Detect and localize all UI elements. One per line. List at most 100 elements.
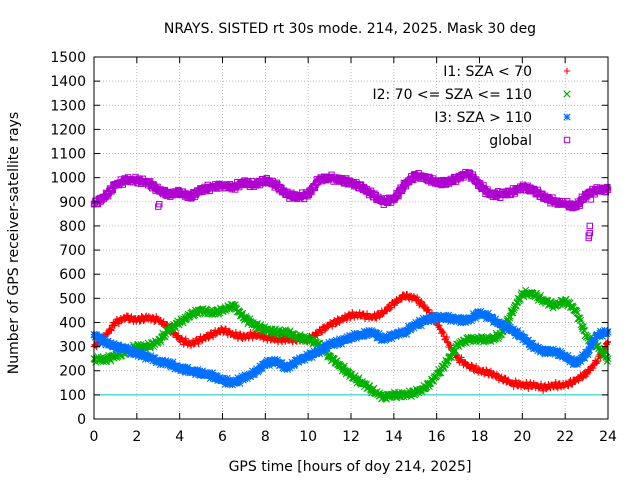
i3-sza-110-sample: [283, 365, 292, 374]
global-sample: [273, 179, 280, 187]
i3-sza-110-sample: [129, 347, 138, 355]
i3-sza-110-sample: [313, 346, 322, 354]
i3-sza-110-sample: [580, 354, 589, 362]
i1-sza-70-sample: [332, 321, 339, 328]
x-tick-label: 0: [90, 429, 99, 445]
i3-sza-110-sample: [171, 365, 179, 373]
i3-sza-110-sample: [134, 352, 142, 360]
y-tick-label: 400: [59, 315, 86, 331]
i3-sza-110-sample: [603, 330, 611, 338]
i3-sza-110-sample: [375, 330, 383, 338]
i1-sza-70-sample: [584, 370, 591, 378]
i3-sza-110-sample: [541, 350, 549, 358]
x-tick-label: 6: [218, 429, 227, 445]
i3-sza-110-sample: [129, 345, 137, 354]
series-global-outliers: [155, 188, 610, 242]
i1-sza-70-sample: [568, 380, 576, 387]
i3-sza-110-sample: [301, 356, 309, 364]
i3-sza-110-sample: [360, 332, 368, 340]
series-global: [90, 168, 612, 212]
i1-sza-70-sample: [525, 385, 532, 392]
i3-sza-110-sample: [471, 314, 480, 322]
i2-70-sza-110-sample: [346, 370, 354, 378]
i1-sza-70-sample: [539, 387, 547, 395]
i1-sza-70-sample: [537, 380, 545, 388]
i3-sza-110-sample: [584, 350, 592, 359]
i3-sza-110-sample: [308, 353, 316, 362]
i3-sza-110-sample: [350, 329, 358, 337]
x-tick-label: 20: [513, 429, 531, 445]
i1-sza-70-sample: [160, 318, 167, 325]
i3-sza-110-sample: [107, 339, 115, 347]
global-outliers-point: [586, 229, 593, 237]
i2-70-sza-110-sample: [231, 301, 239, 309]
i3-sza-110-sample: [223, 374, 231, 382]
y-tick-label: 1300: [50, 98, 86, 114]
i3-sza-110-sample: [194, 365, 202, 374]
i2-70-sza-110-sample: [568, 302, 577, 310]
i3-sza-110-sample: [234, 374, 242, 382]
i3-sza-110-sample: [461, 318, 470, 327]
global-sample: [280, 187, 288, 194]
i3-sza-110-sample: [526, 343, 534, 351]
i3-sza-110-sample: [459, 313, 468, 322]
i3-sza-110-sample: [415, 316, 423, 324]
i3-sza-110-sample: [104, 337, 112, 345]
legend-label-i2-70-sza-110: I2: 70 <= SZA <= 110: [372, 87, 532, 103]
y-tick-label: 100: [59, 388, 86, 404]
legend-marker-global: [563, 136, 571, 144]
i3-sza-110-sample: [110, 339, 118, 348]
i3-sza-110-sample: [346, 332, 354, 340]
i1-sza-70-sample: [336, 319, 343, 326]
i3-sza-110-sample: [576, 357, 585, 365]
i3-sza-110-sample: [182, 368, 190, 376]
y-tick-label: 800: [59, 219, 86, 235]
y-tick-label: 1500: [50, 50, 86, 66]
chart-title: NRAYS. SISTED rt 30s mode. 214, 2025. Ma…: [164, 21, 536, 37]
x-tick-label: 8: [261, 429, 270, 445]
i3-sza-110-sample: [207, 372, 215, 380]
legend-label-i3-sza-110: I3: SZA > 110: [434, 110, 532, 126]
y-tick-label: 1200: [50, 122, 86, 138]
i3-sza-110-sample: [97, 333, 105, 341]
global-outliers-point: [156, 201, 163, 208]
i3-sza-110-sample: [324, 341, 332, 350]
i3-sza-110-sample: [455, 313, 463, 321]
i1-sza-70-sample: [178, 334, 185, 342]
i1-sza-70-sample: [217, 324, 225, 332]
i3-sza-110-sample: [211, 375, 219, 383]
i3-sza-110-sample: [574, 358, 582, 366]
i3-sza-110-sample: [263, 356, 271, 364]
i3-sza-110-sample: [336, 335, 344, 343]
grid: [94, 57, 608, 419]
y-tick-label: 700: [59, 243, 86, 259]
y-tick-label: 900: [59, 195, 86, 211]
global-sample: [398, 187, 406, 195]
plot-frame: [93, 56, 609, 420]
x-axis-label: GPS time [hours of doy 214, 2025]: [229, 459, 472, 475]
i3-sza-110-sample: [169, 358, 177, 366]
i2-70-sza-110-sample: [532, 289, 540, 298]
i2-70-sza-110-sample: [572, 307, 581, 316]
i1-sza-70-sample: [604, 339, 611, 346]
i3-sza-110-sample: [482, 315, 490, 323]
i1-sza-70-sample: [343, 316, 351, 324]
legend-marker-i2-70-sza-110: [563, 90, 571, 98]
i1-sza-70-sample: [247, 328, 254, 336]
i3-sza-110-sample: [601, 326, 609, 334]
i3-sza-110-sample: [319, 346, 328, 354]
i1-sza-70-sample: [387, 304, 395, 311]
i3-sza-110-sample: [484, 309, 492, 317]
i3-sza-110-sample: [447, 317, 455, 325]
legend-label-global: global: [489, 133, 532, 149]
y-tick-label: 600: [59, 267, 86, 283]
i1-sza-70-sample: [472, 362, 480, 370]
i1-sza-70-sample: [443, 333, 450, 341]
i3-sza-110-sample: [388, 335, 396, 343]
i3-sza-110-sample: [588, 342, 596, 350]
global-outliers-point: [586, 222, 593, 230]
i3-sza-110-sample: [152, 359, 160, 367]
i1-sza-70-sample: [510, 383, 517, 390]
y-tick-label: 0: [77, 412, 86, 428]
legend-label-i1-sza-70: I1: SZA < 70: [443, 64, 532, 80]
